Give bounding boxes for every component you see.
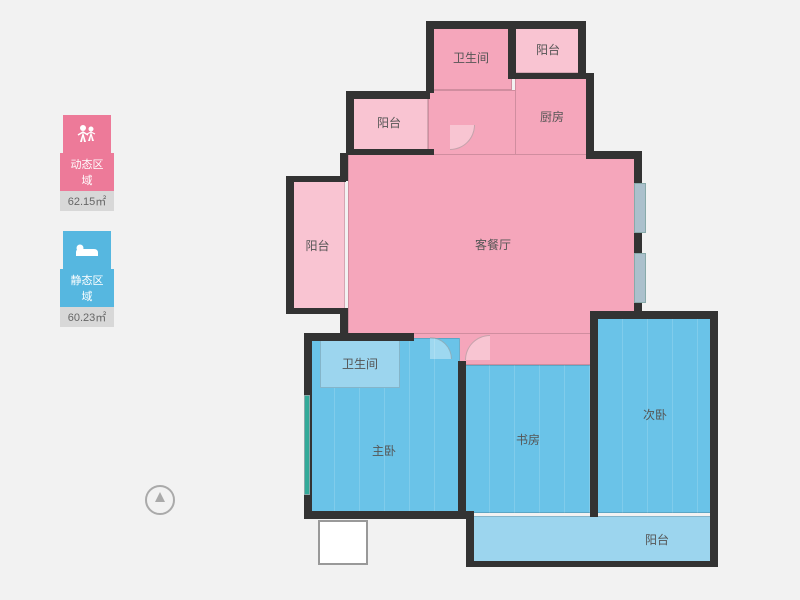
room-label: 主卧 — [372, 442, 396, 459]
room-living: 客餐厅 — [348, 153, 638, 335]
room-label: 阳台 — [377, 114, 401, 131]
wall — [590, 311, 718, 319]
wall — [426, 21, 434, 93]
room-second: 次卧 — [596, 315, 714, 513]
floorplan: 客餐厅 卫生间 阳台 厨房 阳台 阳台 主卧 卫生间 书房 次卧 — [290, 25, 760, 585]
room-study: 书房 — [463, 365, 593, 513]
window — [634, 253, 646, 303]
wall — [458, 361, 466, 517]
unit-marker — [318, 520, 368, 565]
wall — [286, 308, 346, 314]
room-balcony-left: 阳台 — [290, 180, 345, 310]
wall — [710, 311, 718, 567]
room-label: 卫生间 — [342, 355, 378, 372]
wall — [346, 149, 434, 155]
legend-static-label: 静态区域 — [60, 269, 114, 307]
window — [304, 395, 310, 495]
legend-static: 静态区域 60.23㎡ — [60, 231, 114, 327]
people-icon — [63, 115, 111, 153]
wall — [286, 176, 346, 182]
room-label: 书房 — [516, 431, 540, 448]
wall — [346, 91, 430, 99]
room-kitchen: 厨房 — [515, 77, 589, 155]
room-balcony-top: 阳台 — [515, 25, 581, 73]
legend-static-value: 60.23㎡ — [60, 307, 114, 327]
wall — [590, 311, 598, 517]
compass-icon — [145, 485, 175, 515]
room-bathroom2: 卫生间 — [320, 338, 400, 388]
wall — [340, 308, 348, 336]
room-label: 次卧 — [643, 406, 667, 423]
bed-icon — [63, 231, 111, 269]
wall — [304, 333, 414, 341]
wall — [340, 153, 348, 181]
wall — [466, 561, 718, 567]
room-label: 卫生间 — [453, 49, 489, 66]
room-label: 厨房 — [540, 108, 564, 125]
wall — [586, 73, 594, 159]
room-balcony-bottom: 阳台 — [470, 516, 714, 563]
wall — [508, 21, 516, 77]
wall — [426, 21, 586, 29]
room-balcony-small: 阳台 — [350, 95, 428, 150]
room-label: 客餐厅 — [475, 236, 511, 253]
window — [634, 183, 646, 233]
legend-dynamic-label: 动态区域 — [60, 153, 114, 191]
wall — [508, 73, 586, 79]
wall — [578, 21, 586, 77]
wall — [286, 176, 294, 314]
wall — [304, 511, 466, 519]
room-bathroom1: 卫生间 — [430, 25, 512, 90]
room-label: 阳台 — [645, 531, 669, 548]
legend-panel: 动态区域 62.15㎡ 静态区域 60.23㎡ — [60, 115, 114, 347]
wall — [586, 151, 642, 159]
room-label: 阳台 — [305, 237, 329, 254]
wall — [346, 91, 354, 153]
legend-dynamic-value: 62.15㎡ — [60, 191, 114, 211]
room-label: 阳台 — [536, 41, 560, 58]
legend-dynamic: 动态区域 62.15㎡ — [60, 115, 114, 211]
wall — [466, 511, 474, 567]
